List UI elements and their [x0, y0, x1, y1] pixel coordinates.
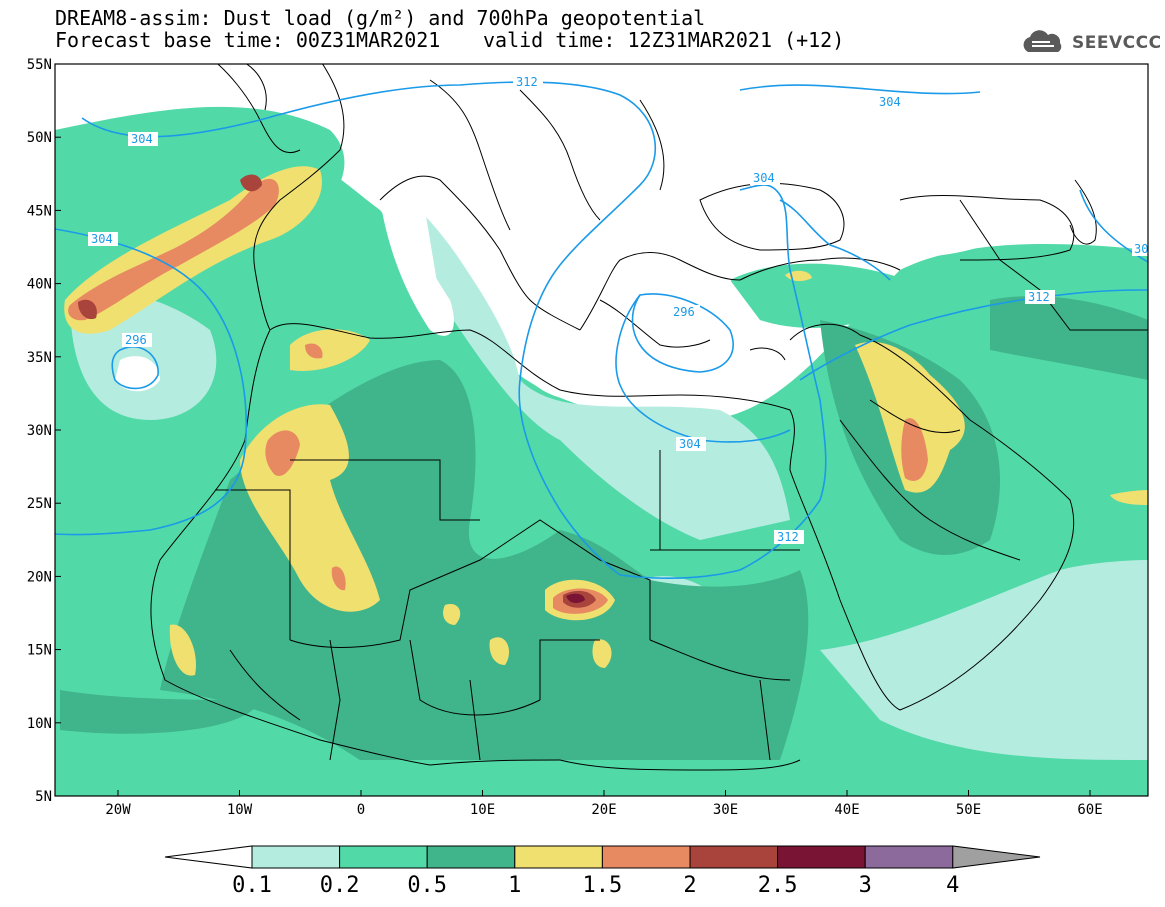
lat-tick-label: 35N	[27, 350, 52, 366]
lon-tick-label: 0	[357, 802, 365, 818]
colorbar-box	[864, 845, 954, 869]
dust-level-3	[566, 593, 585, 604]
contour-label: 304	[879, 95, 901, 109]
contour-label: 304	[753, 171, 775, 185]
lat-tick-label: 5N	[35, 789, 52, 805]
lon-tick-label: 10E	[470, 802, 495, 818]
logo-text: SEEVCCC	[1072, 33, 1162, 53]
lat-tick-label: 15N	[27, 643, 52, 659]
contour-label: 312	[777, 530, 799, 544]
colorbar-label: 1.5	[583, 873, 623, 898]
lat-tick-label: 30N	[27, 423, 52, 439]
contour-label: 312	[516, 75, 538, 89]
lon-tick-label: 50E	[956, 802, 981, 818]
clear-area-europe	[330, 64, 1148, 401]
colorbar-under-arrow	[164, 845, 253, 869]
cloud-icon	[1023, 30, 1062, 52]
colorbar-box	[514, 845, 603, 869]
colorbar-box	[426, 845, 516, 869]
colorbar-label: 1	[508, 873, 521, 898]
contour-label: 296	[125, 333, 147, 347]
contour-label: 296	[673, 305, 695, 319]
colorbar: 0.1 0.2 0.5 1 1.5 2 2.5 3 4	[164, 845, 1041, 898]
latitude-axis: 55N 50N 45N 40N 35N 30N 25N 20N 15N 10N 5N	[27, 57, 61, 805]
colorbar-box	[777, 845, 866, 869]
contour-label: 304	[131, 132, 153, 146]
contour-label: 304	[679, 437, 701, 451]
lat-tick-label: 50N	[27, 130, 52, 146]
clear-area-atlantic	[115, 356, 160, 392]
contour-labels: 312 304 304 304 296 296 304 304 312 312 …	[88, 75, 1152, 544]
colorbar-label: 0.1	[232, 873, 272, 898]
colorbar-box	[601, 845, 691, 869]
colorbar-box	[251, 845, 341, 869]
colorbar-label: 3	[859, 873, 872, 898]
colorbar-over-arrow	[952, 845, 1041, 869]
lon-tick-label: 30E	[713, 802, 738, 818]
dust-fields	[55, 64, 1148, 796]
clear-area-iberia-east	[380, 200, 454, 336]
lat-tick-label: 10N	[27, 716, 52, 732]
lon-tick-label: 40E	[834, 802, 859, 818]
lon-tick-label: 60E	[1077, 802, 1102, 818]
longitude-axis: 20W 10W 0 10E 20E 30E 40E 50E 60E	[105, 790, 1103, 818]
coastlines	[150, 64, 1148, 771]
map-title: DREAM8-assim: Dust load (g/m²) and 700hP…	[55, 6, 706, 30]
lat-tick-label: 55N	[27, 57, 52, 73]
colorbar-box	[339, 845, 428, 869]
forecast-base-time: Forecast base time: 00Z31MAR2021	[55, 28, 441, 52]
lon-tick-label: 20W	[105, 802, 131, 818]
lon-tick-label: 10W	[227, 802, 253, 818]
colorbar-label: 2.5	[758, 873, 798, 898]
colorbar-box	[689, 845, 779, 869]
seevccc-logo: SEEVCCC	[1018, 30, 1162, 56]
lat-tick-label: 25N	[27, 496, 52, 512]
lat-tick-label: 40N	[27, 277, 52, 293]
colorbar-label: 2	[683, 873, 696, 898]
lat-tick-label: 45N	[27, 203, 52, 219]
lon-tick-label: 20E	[591, 802, 616, 818]
lat-tick-label: 20N	[27, 569, 52, 585]
colorbar-label: 0.2	[320, 873, 360, 898]
contour-label: 30	[1134, 242, 1148, 256]
contour-label: 312	[1028, 290, 1050, 304]
colorbar-label: 0.5	[407, 873, 447, 898]
colorbar-label: 4	[946, 873, 959, 898]
valid-time: valid time: 12Z31MAR2021 (+12)	[483, 28, 845, 52]
contour-label: 304	[91, 232, 113, 246]
